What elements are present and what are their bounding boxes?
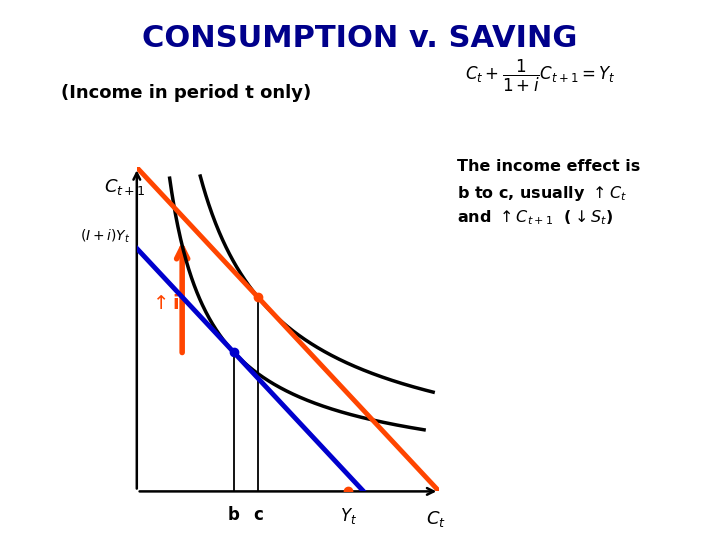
Text: CONSUMPTION v. SAVING: CONSUMPTION v. SAVING <box>143 24 577 53</box>
Text: $\uparrow$i: $\uparrow$i <box>148 294 179 313</box>
Text: The income effect is: The income effect is <box>457 159 641 174</box>
Text: $(I+i)Y_t$: $(I+i)Y_t$ <box>81 228 131 245</box>
Text: and $\uparrow C_{t+1}$  ($\downarrow S_t$): and $\uparrow C_{t+1}$ ($\downarrow S_t$… <box>457 208 614 227</box>
Text: $C_t + \dfrac{1}{1+i}C_{t+1} = Y_t$: $C_t + \dfrac{1}{1+i}C_{t+1} = Y_t$ <box>464 57 616 94</box>
Text: $Y_t$: $Y_t$ <box>340 506 357 526</box>
Text: $C_{t+1}$: $C_{t+1}$ <box>104 177 145 197</box>
Text: c: c <box>253 506 263 524</box>
Text: (Income in period t only): (Income in period t only) <box>61 84 312 102</box>
Text: $C_t$: $C_t$ <box>426 509 446 529</box>
Text: b: b <box>228 506 240 524</box>
Text: b to c, usually $\uparrow C_t$: b to c, usually $\uparrow C_t$ <box>457 184 627 202</box>
